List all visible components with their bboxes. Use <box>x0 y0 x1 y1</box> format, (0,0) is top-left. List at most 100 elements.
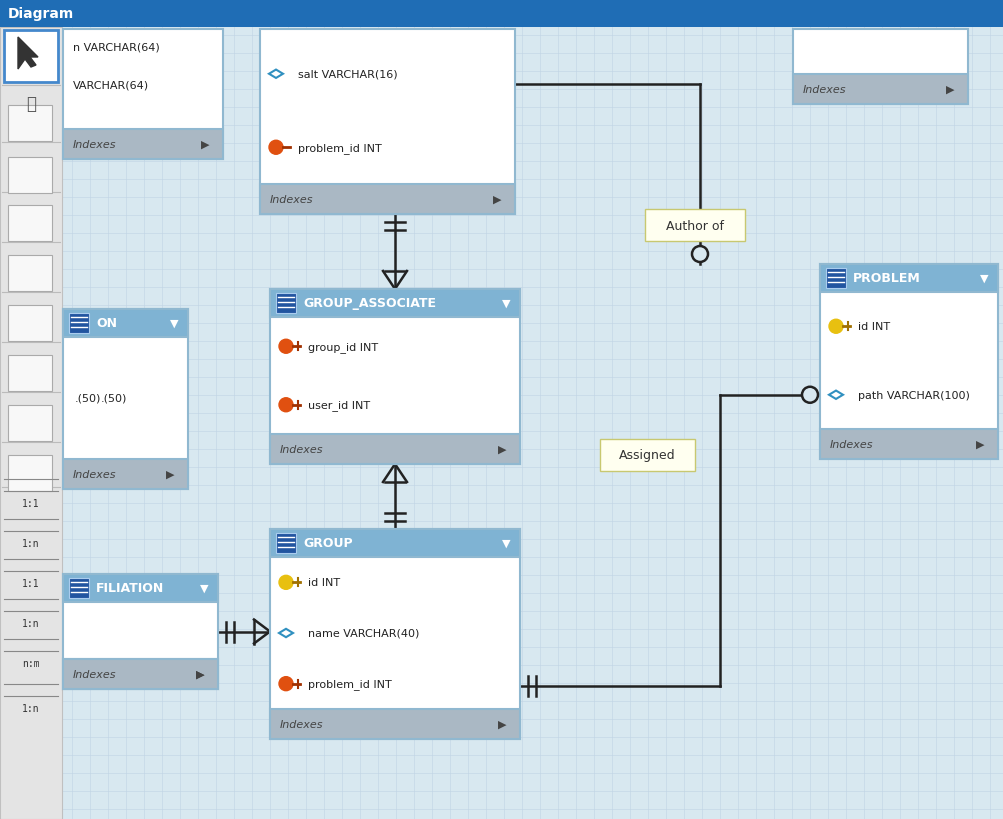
Text: ▼: ▼ <box>502 538 510 549</box>
Text: PROBLEM: PROBLEM <box>853 272 920 285</box>
FancyBboxPatch shape <box>600 440 694 472</box>
Polygon shape <box>279 629 293 637</box>
FancyBboxPatch shape <box>276 533 296 554</box>
FancyBboxPatch shape <box>270 290 520 318</box>
Circle shape <box>279 340 293 354</box>
FancyBboxPatch shape <box>0 28 62 819</box>
FancyBboxPatch shape <box>270 290 520 464</box>
FancyBboxPatch shape <box>260 185 515 215</box>
Polygon shape <box>828 391 843 400</box>
Text: id INT: id INT <box>858 322 890 332</box>
FancyBboxPatch shape <box>825 269 846 288</box>
FancyBboxPatch shape <box>270 709 520 739</box>
Circle shape <box>691 247 707 263</box>
Text: ▶: ▶ <box>945 85 953 95</box>
FancyBboxPatch shape <box>63 659 218 689</box>
Text: Indexes: Indexes <box>280 719 323 729</box>
Circle shape <box>828 320 843 334</box>
FancyBboxPatch shape <box>4 31 58 83</box>
Text: ON: ON <box>96 317 117 330</box>
Text: Indexes: Indexes <box>802 85 846 95</box>
FancyBboxPatch shape <box>260 30 515 215</box>
FancyBboxPatch shape <box>8 405 52 441</box>
Circle shape <box>279 576 293 590</box>
FancyBboxPatch shape <box>819 265 997 292</box>
FancyBboxPatch shape <box>792 30 967 105</box>
Text: ▶: ▶ <box>196 669 204 679</box>
Text: VARCHAR(64): VARCHAR(64) <box>73 81 149 91</box>
Text: GROUP: GROUP <box>303 536 352 550</box>
Circle shape <box>279 398 293 412</box>
Text: 1:n: 1:n <box>22 538 40 549</box>
Text: group_id INT: group_id INT <box>308 342 378 352</box>
Text: ▶: ▶ <box>497 719 506 729</box>
FancyBboxPatch shape <box>8 158 52 194</box>
Text: Author of: Author of <box>665 219 723 233</box>
FancyBboxPatch shape <box>69 314 89 333</box>
Polygon shape <box>269 70 283 79</box>
Text: ▶: ▶ <box>492 195 500 205</box>
Text: n:m: n:m <box>22 658 40 668</box>
FancyBboxPatch shape <box>63 574 218 689</box>
FancyBboxPatch shape <box>792 75 967 105</box>
Circle shape <box>279 676 293 690</box>
Circle shape <box>801 387 817 403</box>
FancyBboxPatch shape <box>8 106 52 142</box>
Text: user_id INT: user_id INT <box>308 400 370 410</box>
FancyBboxPatch shape <box>63 574 218 602</box>
Text: Indexes: Indexes <box>73 469 116 479</box>
FancyBboxPatch shape <box>270 529 520 557</box>
Text: ▶: ▶ <box>497 445 506 455</box>
FancyBboxPatch shape <box>63 30 223 160</box>
Polygon shape <box>18 38 38 70</box>
Text: ▶: ▶ <box>165 469 175 479</box>
Text: Indexes: Indexes <box>73 140 116 150</box>
FancyBboxPatch shape <box>8 256 52 292</box>
Text: FILIATION: FILIATION <box>96 581 164 595</box>
FancyBboxPatch shape <box>819 265 997 459</box>
Text: .(50): .(50) <box>101 393 127 404</box>
Text: problem_id INT: problem_id INT <box>308 678 391 690</box>
FancyBboxPatch shape <box>8 305 52 342</box>
Text: name VARCHAR(40): name VARCHAR(40) <box>308 628 419 638</box>
Text: ▶: ▶ <box>975 440 983 450</box>
Text: ▶: ▶ <box>201 140 209 150</box>
FancyBboxPatch shape <box>69 578 89 598</box>
Text: 1:n: 1:n <box>22 618 40 628</box>
FancyBboxPatch shape <box>819 429 997 459</box>
Text: 1:n: 1:n <box>22 704 40 713</box>
Text: ▼: ▼ <box>170 319 179 328</box>
FancyBboxPatch shape <box>276 294 296 314</box>
FancyBboxPatch shape <box>8 455 52 491</box>
Text: id INT: id INT <box>308 577 340 587</box>
Text: ✋: ✋ <box>26 95 36 113</box>
FancyBboxPatch shape <box>63 659 218 689</box>
Text: ▼: ▼ <box>502 299 510 309</box>
Text: Diagram: Diagram <box>8 7 74 21</box>
Text: Indexes: Indexes <box>280 445 323 455</box>
Text: n VARCHAR(64): n VARCHAR(64) <box>73 43 159 53</box>
FancyBboxPatch shape <box>0 0 1003 28</box>
Text: 1:1: 1:1 <box>22 578 40 588</box>
Text: .(50): .(50) <box>75 393 101 404</box>
FancyBboxPatch shape <box>8 355 52 391</box>
Text: Indexes: Indexes <box>73 669 116 679</box>
Text: Indexes: Indexes <box>829 440 873 450</box>
Text: ▼: ▼ <box>200 583 208 593</box>
Text: problem_id INT: problem_id INT <box>298 143 381 153</box>
Text: Indexes: Indexes <box>270 195 313 205</box>
Text: ▶: ▶ <box>196 669 204 679</box>
FancyBboxPatch shape <box>270 434 520 464</box>
FancyBboxPatch shape <box>644 210 744 242</box>
FancyBboxPatch shape <box>8 206 52 242</box>
FancyBboxPatch shape <box>63 310 188 337</box>
FancyBboxPatch shape <box>63 130 223 160</box>
Text: ▼: ▼ <box>979 274 987 283</box>
Text: GROUP_ASSOCIATE: GROUP_ASSOCIATE <box>303 297 435 310</box>
Text: salt VARCHAR(16): salt VARCHAR(16) <box>298 70 397 79</box>
Circle shape <box>269 141 283 155</box>
Text: 1:1: 1:1 <box>22 499 40 509</box>
Text: path VARCHAR(100): path VARCHAR(100) <box>858 391 969 400</box>
FancyBboxPatch shape <box>270 529 520 739</box>
FancyBboxPatch shape <box>63 459 188 490</box>
